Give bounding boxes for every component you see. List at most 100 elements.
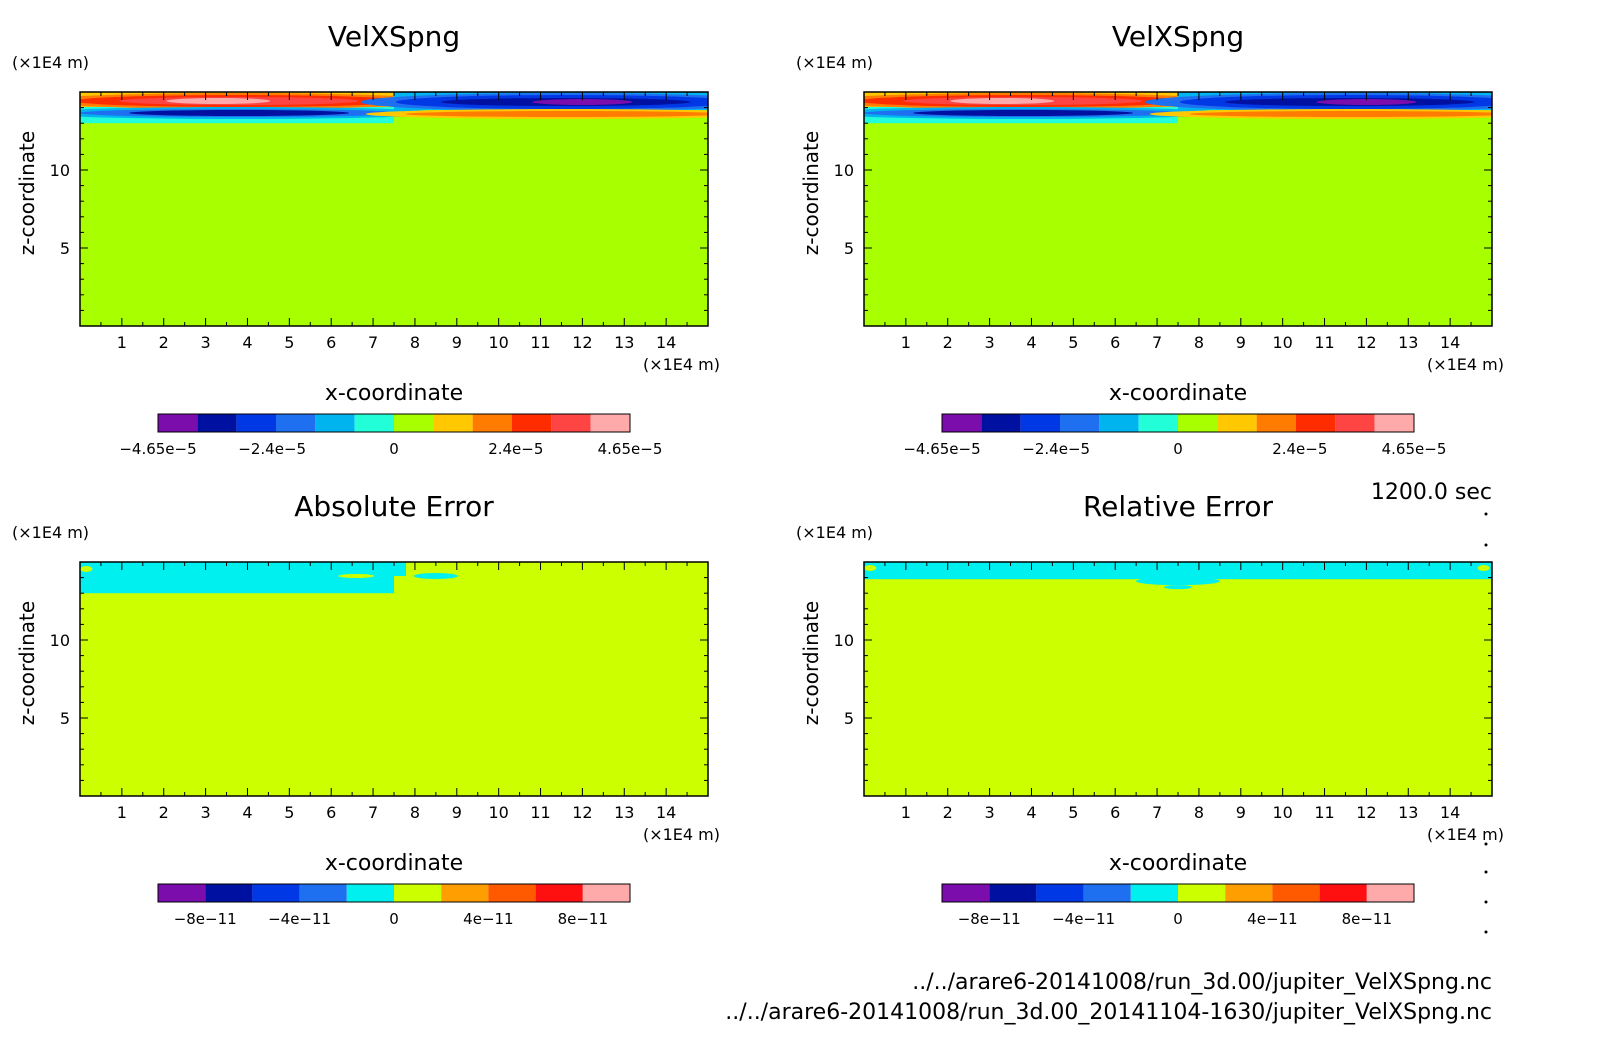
y-axis-label: z-coordinate — [799, 601, 823, 725]
colorbar-swatch — [1225, 884, 1273, 902]
y-tick-label: 5 — [844, 709, 854, 728]
x-tick-label: 14 — [1440, 333, 1460, 352]
colorbar-swatch — [942, 414, 982, 432]
x-tick-label: 6 — [1110, 803, 1120, 822]
colorbar-swatch — [1272, 884, 1320, 902]
colorbar-tick-label: 4.65e−5 — [1382, 440, 1447, 458]
y-axis-label: z-coordinate — [15, 131, 39, 255]
colorbar-tick-label: −8e−11 — [174, 910, 237, 928]
x-tick-label: 13 — [1398, 803, 1418, 822]
x-tick-label: 7 — [1152, 333, 1162, 352]
x-axis-label: x-coordinate — [1109, 851, 1247, 876]
error-patch-3 — [338, 574, 375, 578]
y-tick-label: 10 — [834, 631, 854, 650]
x-axis-label: x-coordinate — [325, 851, 463, 876]
y-unit-label: (×1E4 m) — [796, 53, 873, 72]
x-unit-label: (×1E4 m) — [643, 825, 720, 844]
x-tick-label: 5 — [284, 803, 294, 822]
x-tick-label: 9 — [452, 333, 462, 352]
colorbar-tick-label: 0 — [389, 440, 399, 458]
marker-dot — [1484, 870, 1488, 874]
colorbar-tick-label: −4.65e−5 — [119, 440, 196, 458]
x-tick-label: 4 — [242, 333, 252, 352]
colorbar-swatch — [1036, 884, 1084, 902]
colorbar-tick-label: −4.65e−5 — [903, 440, 980, 458]
colorbar-swatch — [441, 884, 489, 902]
colorbar-swatch — [1319, 884, 1367, 902]
x-tick-label: 1 — [901, 333, 911, 352]
x-tick-label: 7 — [1152, 803, 1162, 822]
x-unit-label: (×1E4 m) — [1427, 825, 1504, 844]
panel-1: VelXSpng(×1E4 m)1 2 3 4 5 6 7 8 9 10 11 12 13 14510(×… — [12, 20, 720, 458]
colorbar-swatch — [354, 414, 394, 432]
colorbar-swatch — [276, 414, 316, 432]
colorbar-swatch — [299, 884, 347, 902]
x-tick-label: 3 — [985, 803, 995, 822]
x-tick-label: 13 — [614, 803, 634, 822]
x-tick-label: 6 — [1110, 333, 1120, 352]
colorbar-swatch — [394, 884, 442, 902]
file-path-1: ../../arare6-20141008/run_3d.00/jupiter_… — [912, 970, 1492, 995]
colorbar-swatch — [205, 884, 253, 902]
x-tick-label: 14 — [656, 333, 676, 352]
x-tick-label: 8 — [1194, 803, 1204, 822]
x-tick-label: 8 — [410, 333, 420, 352]
colorbar-tick-label: 4e−11 — [1247, 910, 1297, 928]
x-tick-label: 4 — [1026, 333, 1036, 352]
x-tick-label: 9 — [1236, 333, 1246, 352]
colorbar-swatch — [989, 884, 1037, 902]
field-layer — [80, 562, 706, 594]
x-tick-label: 3 — [201, 803, 211, 822]
x-tick-label: 3 — [201, 333, 211, 352]
y-tick-label: 10 — [834, 161, 854, 180]
neg-contour-7 — [532, 99, 633, 105]
colorbar-tick-label: 4e−11 — [463, 910, 513, 928]
x-unit-label: (×1E4 m) — [1427, 355, 1504, 374]
x-tick-label: 10 — [1272, 333, 1292, 352]
pos-contour-6 — [1189, 111, 1492, 117]
colorbar-tick-label: 0 — [1173, 440, 1183, 458]
panel-2: VelXSpng(×1E4 m)1 2 3 4 5 6 7 8 9 10 11 12 13 14510(×… — [796, 20, 1504, 458]
x-tick-label: 4 — [1026, 803, 1036, 822]
x-tick-label: 3 — [985, 333, 995, 352]
y-unit-label: (×1E4 m) — [796, 523, 873, 542]
colorbar-tick-label: 4.65e−5 — [598, 440, 663, 458]
y-tick-label: 5 — [60, 709, 70, 728]
colorbar-swatch — [1060, 414, 1100, 432]
colorbar-tick-label: 8e−11 — [1342, 910, 1392, 928]
colorbar-swatch — [394, 414, 434, 432]
x-tick-label: 7 — [368, 803, 378, 822]
x-tick-label: 2 — [943, 803, 953, 822]
error-patch-1 — [394, 562, 406, 576]
x-tick-label: 5 — [284, 333, 294, 352]
colorbar-swatch — [488, 884, 536, 902]
colorbar-swatch — [1217, 414, 1257, 432]
x-tick-label: 11 — [1314, 333, 1334, 352]
x-axis-label: x-coordinate — [1109, 381, 1247, 406]
x-tick-label: 8 — [1194, 333, 1204, 352]
neg-contour-3 — [129, 110, 350, 116]
x-unit-label: (×1E4 m) — [643, 355, 720, 374]
error-band — [864, 562, 1492, 580]
colorbar-swatch — [1138, 414, 1178, 432]
marker-dot — [1484, 842, 1488, 846]
error-patch-5 — [693, 566, 706, 572]
pos-contour-6 — [405, 111, 708, 117]
x-tick-label: 14 — [1440, 803, 1460, 822]
field-layer — [80, 92, 708, 124]
panel-3: Absolute Error(×1E4 m)1 2 3 4 5 6 7 8 9 10 11 12 13 1… — [12, 490, 720, 928]
colorbar-swatch — [981, 414, 1021, 432]
colorbar-swatch — [1178, 884, 1226, 902]
colorbar-swatch — [158, 884, 206, 902]
field-background — [80, 92, 708, 326]
neg-contour-3 — [913, 110, 1134, 116]
panel-title: VelXSpng — [328, 20, 460, 53]
x-tick-label: 1 — [117, 333, 127, 352]
field-background — [864, 92, 1492, 326]
x-tick-label: 10 — [488, 803, 508, 822]
colorbar-frame — [941, 883, 1415, 903]
colorbar-swatch — [236, 414, 276, 432]
colorbar-tick-label: −8e−11 — [958, 910, 1021, 928]
panel-4: Relative Error(×1E4 m)1 2 3 4 5 6 7 8 9 10 11 12 13 1… — [796, 490, 1504, 928]
